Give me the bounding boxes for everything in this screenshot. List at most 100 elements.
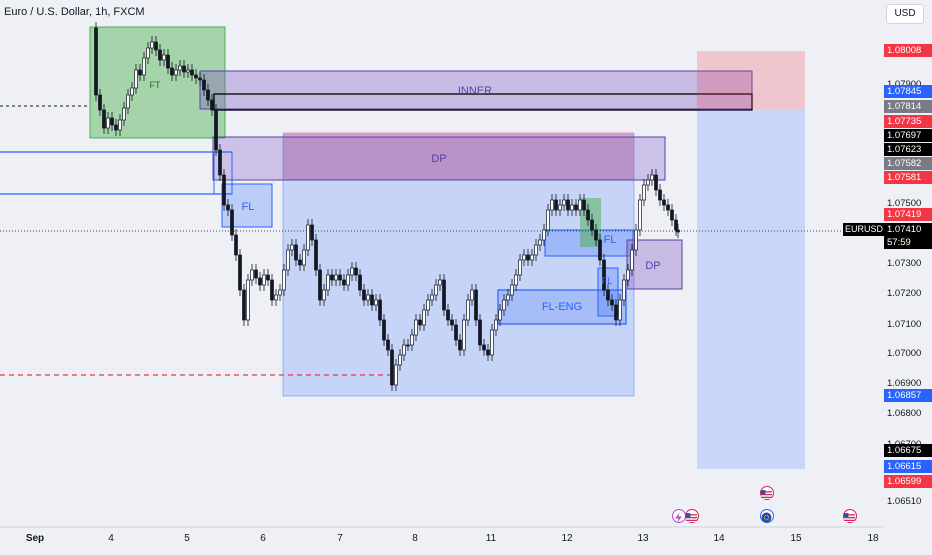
- candle-body: [110, 117, 114, 126]
- candle-body: [194, 74, 198, 79]
- chart-title[interactable]: Euro / U.S. Dollar, 1h, FXCM: [4, 6, 145, 18]
- candle-body: [606, 289, 610, 301]
- inner-box[interactable]: [213, 93, 753, 111]
- candle-body: [418, 319, 422, 326]
- candle-body: [206, 89, 210, 101]
- candle-body: [518, 259, 522, 276]
- candle-body: [346, 274, 350, 286]
- candle-body: [498, 309, 502, 321]
- countdown-label: 57:59: [884, 236, 932, 249]
- price-tag: 1.06675: [884, 444, 932, 457]
- candle-body: [554, 199, 558, 211]
- candle-body: [322, 289, 326, 301]
- candle-body: [502, 299, 506, 311]
- stop-zone[interactable]: [697, 51, 805, 109]
- fl-right-label: FL: [604, 234, 617, 246]
- candle-body: [506, 294, 510, 301]
- candle-body: [410, 334, 414, 346]
- candle-body: [94, 27, 98, 96]
- price-tag: 1.07582: [884, 157, 932, 170]
- candle-body: [530, 254, 534, 261]
- candle-body: [582, 199, 586, 211]
- lightning-icon[interactable]: [672, 509, 686, 523]
- candle-body: [586, 209, 590, 221]
- price-tag: 1.06599: [884, 475, 932, 488]
- candle-body: [670, 209, 674, 221]
- candle-body: [330, 274, 334, 281]
- candle-body: [222, 174, 226, 206]
- price-tag: 1.06857: [884, 389, 932, 402]
- candle-body: [358, 274, 362, 291]
- dp-red-zone[interactable]: [283, 132, 634, 180]
- candle-body: [406, 344, 410, 347]
- inner-zone[interactable]: [199, 70, 753, 110]
- price-tag: 1.07814: [884, 100, 932, 113]
- candle-body: [382, 319, 386, 341]
- dp-top-label: DP: [431, 153, 446, 165]
- candle-body: [494, 319, 498, 331]
- candle-body: [182, 65, 186, 73]
- candle-body: [390, 349, 394, 386]
- range-box[interactable]: [282, 133, 635, 397]
- price-tick: 1.06800: [887, 408, 922, 419]
- price-tick: 1.07000: [887, 348, 922, 359]
- candle-body: [366, 294, 370, 301]
- candle-body: [266, 274, 270, 281]
- candle-body: [158, 49, 162, 61]
- candle-body: [426, 299, 430, 311]
- price-tag: 1.06615: [884, 460, 932, 473]
- candle-body: [166, 54, 170, 69]
- candle-body: [618, 299, 622, 321]
- candle-body: [674, 219, 678, 231]
- candle-body: [462, 319, 466, 351]
- candle-body: [342, 279, 346, 286]
- time-tick: 5: [184, 533, 190, 544]
- candle-body: [210, 99, 214, 111]
- candle-body: [250, 269, 254, 281]
- time-tick: 6: [260, 533, 266, 544]
- candle-body: [514, 274, 518, 286]
- candle-body: [286, 249, 290, 271]
- candle-body: [490, 329, 494, 356]
- candle-body: [134, 69, 138, 89]
- globe-icon[interactable]: [760, 509, 774, 523]
- candle-body: [282, 269, 286, 291]
- candle-body: [562, 199, 566, 206]
- candle-body: [650, 174, 654, 181]
- candle-body: [666, 204, 670, 211]
- fl-eng-box[interactable]: [497, 289, 627, 325]
- candle-body: [578, 199, 582, 211]
- us-flag-icon[interactable]: [843, 509, 857, 523]
- dp-purple-zone[interactable]: [212, 136, 666, 181]
- candle-body: [394, 364, 398, 386]
- candle-body: [350, 267, 354, 276]
- candle-body: [522, 254, 526, 261]
- candle-body: [434, 284, 438, 296]
- candle-body: [510, 284, 514, 296]
- symbol-tag: EURUSD: [843, 223, 885, 236]
- candle-body: [190, 69, 194, 76]
- candle-body: [658, 189, 662, 201]
- candle-body: [438, 279, 442, 286]
- target-zone[interactable]: [697, 109, 805, 469]
- price-tag: 1.07419: [884, 208, 932, 221]
- candle-body: [398, 354, 402, 366]
- us-flag-icon[interactable]: [760, 486, 774, 500]
- candle-body: [486, 349, 490, 356]
- candle-body: [338, 274, 342, 281]
- candle-body: [374, 299, 378, 306]
- candle-body: [214, 109, 218, 151]
- us-flag-icon[interactable]: [685, 509, 699, 523]
- time-tick: 13: [637, 533, 649, 544]
- price-tag: 1.07410: [884, 223, 932, 236]
- candle-body: [154, 41, 158, 51]
- candle-body: [278, 289, 282, 296]
- candle-body: [118, 119, 122, 131]
- currency-button[interactable]: USD: [886, 4, 924, 24]
- candle-body: [354, 267, 358, 276]
- candle-body: [130, 87, 134, 96]
- candle-body: [326, 274, 330, 291]
- candle-body: [290, 244, 294, 251]
